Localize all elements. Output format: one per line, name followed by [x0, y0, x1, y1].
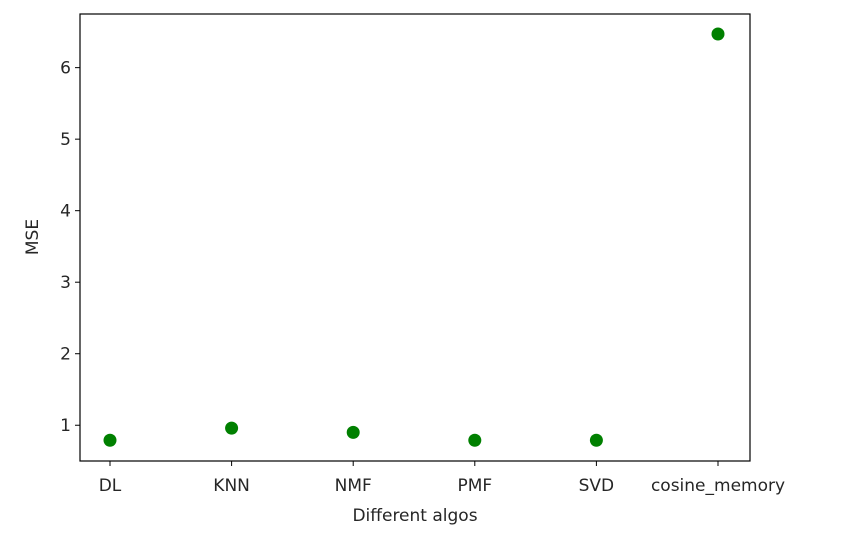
x-tick-label: SVD [579, 476, 615, 496]
data-point [346, 425, 360, 439]
x-tick-label: KNN [213, 476, 250, 496]
x-tick-label: cosine_memory [651, 476, 785, 496]
y-tick-label: 2 [60, 345, 71, 365]
data-points [103, 27, 725, 447]
y-tick-label: 4 [60, 202, 71, 222]
y-tick-label: 5 [60, 130, 71, 150]
data-point [589, 433, 603, 447]
x-axis-label: Different algos [352, 506, 477, 526]
x-tick-label: NMF [335, 476, 372, 496]
data-point [103, 433, 117, 447]
y-axis-label: MSE [23, 219, 43, 255]
y-axis: 1 2 3 4 5 6 [60, 59, 80, 436]
x-tick-label: PMF [457, 476, 492, 496]
data-point [468, 433, 482, 447]
plot-area [79, 13, 751, 462]
y-tick-label: 3 [60, 273, 71, 293]
y-tick-label: 1 [60, 416, 71, 436]
data-point [711, 27, 725, 41]
x-tick-label: DL [99, 476, 122, 496]
y-tick-label: 6 [60, 59, 71, 79]
data-point [225, 421, 239, 435]
x-axis: DL KNN NMF PMF SVD cosine_memory [99, 461, 785, 496]
